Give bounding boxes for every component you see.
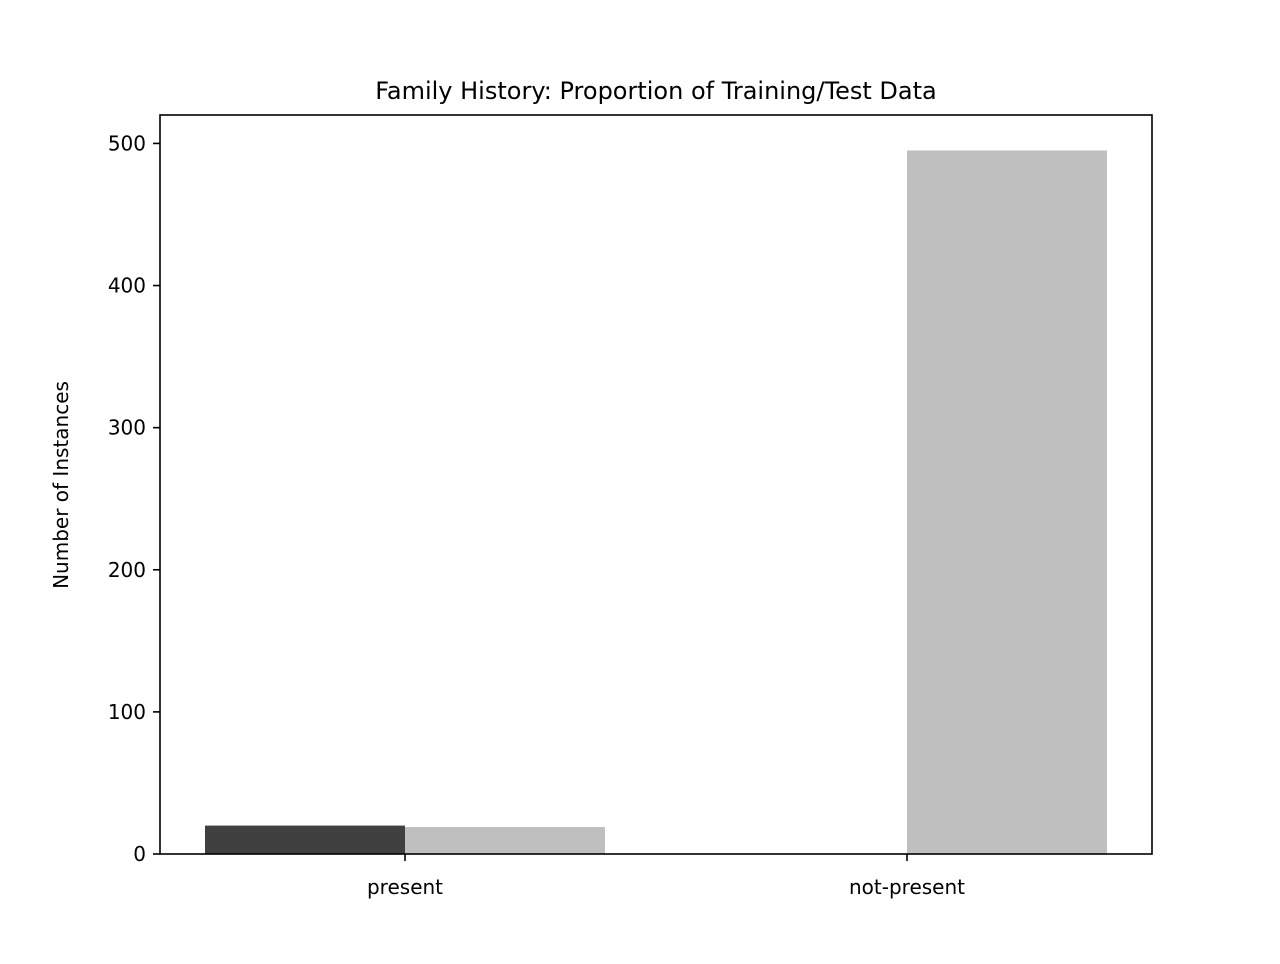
y-tick-label: 500 <box>108 131 146 155</box>
y-tick-label: 100 <box>108 700 146 724</box>
bar-not-present-series-2 <box>907 150 1107 855</box>
x-tick-label: present <box>367 875 443 899</box>
chart-title: Family History: Proportion of Training/T… <box>375 77 936 105</box>
bar-present-series-1 <box>205 825 405 854</box>
x-tick-label: not-present <box>849 875 965 899</box>
bar-present-series-2 <box>405 826 605 854</box>
y-tick-label: 300 <box>108 416 146 440</box>
y-tick-label: 200 <box>108 558 146 582</box>
y-axis-ticks: 0 100 200 300 400 500 <box>108 131 160 866</box>
x-axis-ticks: present not-present <box>367 854 965 899</box>
y-axis-label: Number of Instances <box>49 381 73 589</box>
y-tick-label: 400 <box>108 274 146 298</box>
plot-area-frame <box>159 114 1153 855</box>
y-tick-label: 0 <box>133 842 146 866</box>
bars-group <box>205 150 1107 855</box>
